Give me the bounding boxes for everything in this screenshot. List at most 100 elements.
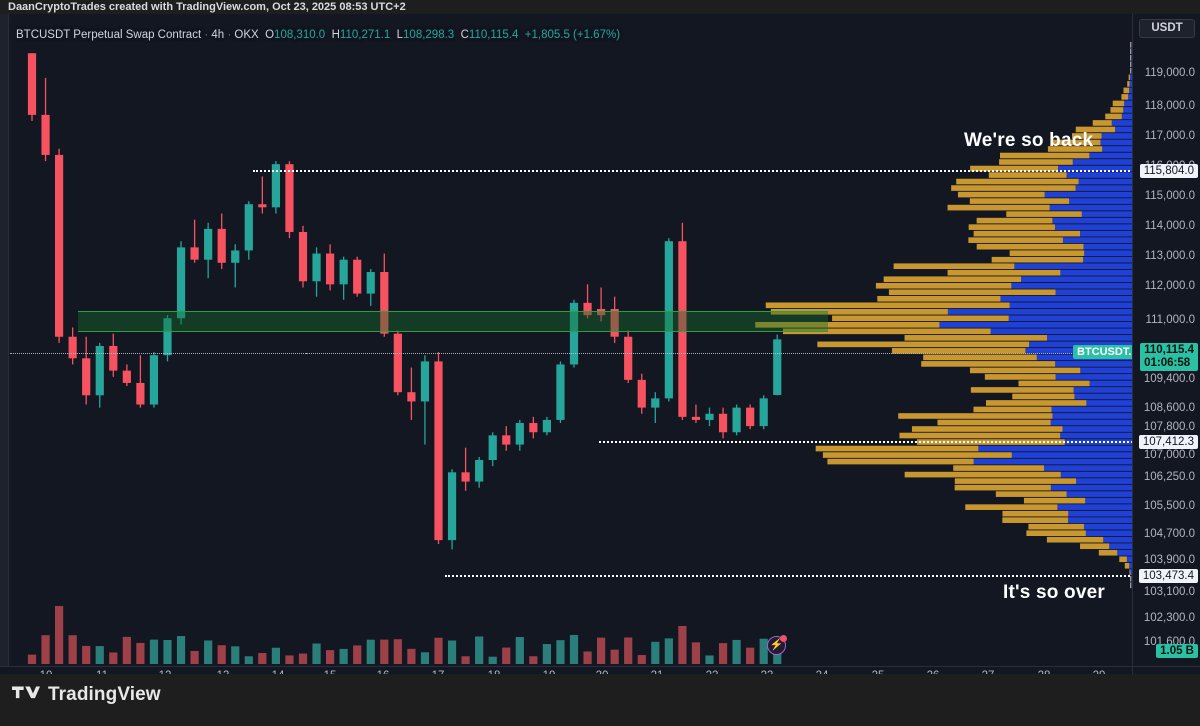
candle-body <box>204 228 213 260</box>
last-price-pill[interactable]: 110,115.4 01:06:58 <box>1140 343 1198 371</box>
legend-high-label: H <box>331 29 340 41</box>
price-tick: 117,000.0 <box>1144 130 1195 142</box>
volume-total-badge[interactable]: 1.05 B <box>1156 644 1198 658</box>
chart-frame: BTCUSDT Perpetual Swap Contract · 4h · O… <box>0 14 1200 689</box>
candle-body <box>244 204 253 251</box>
volume-bar <box>244 656 253 664</box>
candle-body <box>258 204 267 208</box>
profile-row-gold <box>1112 100 1125 107</box>
profile-row-gold <box>999 152 1090 159</box>
profile-row-gold <box>1124 562 1130 569</box>
profile-row-blue <box>1009 302 1132 309</box>
profile-row-gold <box>1130 582 1131 589</box>
volume-bar <box>515 637 524 664</box>
legend-low-value: 108,298.3 <box>403 29 455 41</box>
candle-body <box>136 382 145 405</box>
alert-badge-dot <box>780 635 787 642</box>
profile-row-gold <box>947 269 1061 276</box>
volume-bar <box>190 650 199 664</box>
profile-row-blue <box>1062 237 1132 243</box>
price-scale[interactable]: USDT 119,000.0118,000.0117,000.0116,000.… <box>1132 14 1200 674</box>
profile-row-gold <box>765 302 1010 309</box>
legend-open-label: O <box>265 29 275 41</box>
profile-row-blue <box>1128 94 1132 100</box>
profile-row-blue <box>1109 543 1132 550</box>
price-level-pill[interactable]: 103,473.4 <box>1138 569 1198 583</box>
profile-row-blue <box>1089 380 1132 387</box>
candle-body <box>637 379 646 408</box>
bullish-note[interactable]: We're so back <box>964 130 1094 151</box>
legend-interval[interactable]: 4h <box>211 29 225 41</box>
profile-row-gold <box>1129 569 1131 576</box>
volume-bar <box>651 641 660 664</box>
price-pane[interactable]: BTCUSDT Perpetual Swap Contract · 4h · O… <box>10 14 1132 674</box>
profile-row-blue <box>1103 536 1132 543</box>
bearish-note[interactable]: It's so over <box>1003 582 1105 603</box>
candle-body <box>122 370 131 383</box>
symbol-price-flag[interactable]: BTCUSDT.P <box>1073 345 1132 359</box>
volume-pane[interactable] <box>10 599 1132 666</box>
tradingview-wordmark: TradingView <box>48 684 161 705</box>
volume-histogram <box>27 606 782 664</box>
legend-close-value: 110,115.4 <box>468 29 519 41</box>
candle-body <box>55 154 64 337</box>
profile-row-blue <box>1075 185 1132 191</box>
profile-row-blue <box>973 458 1132 465</box>
profile-row-blue <box>1068 517 1132 523</box>
candle-body <box>691 416 701 420</box>
volume-bar <box>407 648 416 664</box>
profile-row-gold <box>988 172 1067 178</box>
candle-body <box>366 272 375 294</box>
profile-row-gold <box>1002 510 1069 517</box>
price-tick: 107,000.0 <box>1143 449 1195 461</box>
profile-row-blue <box>1130 74 1132 81</box>
candle-body <box>434 361 443 541</box>
profile-row-blue <box>1101 133 1132 139</box>
profile-row-blue <box>1123 107 1132 113</box>
candle-body <box>407 392 416 402</box>
profile-row-gold <box>1130 55 1131 61</box>
midrange-level-line-left[interactable] <box>10 353 306 354</box>
volume-bar <box>217 645 226 664</box>
profile-row-gold <box>1071 133 1102 139</box>
candle-body <box>285 164 294 232</box>
volume-bar <box>55 606 64 664</box>
candle-body <box>68 336 77 359</box>
supply-demand-zone[interactable] <box>78 311 828 332</box>
profile-row-blue <box>1050 484 1132 491</box>
profile-row-gold <box>1080 543 1110 550</box>
profile-row-blue <box>1052 217 1132 224</box>
profile-row-blue <box>1072 159 1132 165</box>
volume-bar <box>542 644 551 664</box>
resistance-level-line[interactable] <box>253 170 1132 172</box>
volume-profile <box>755 42 1132 589</box>
profile-row-gold <box>1121 94 1129 100</box>
price-level-pill[interactable]: 107,412.3 <box>1138 435 1198 449</box>
range-low-level-line[interactable] <box>599 441 1132 443</box>
chart-legend[interactable]: BTCUSDT Perpetual Swap Contract · 4h · O… <box>16 29 621 41</box>
candle-body <box>149 355 159 405</box>
profile-row-gold <box>1130 48 1131 55</box>
price-plot[interactable] <box>10 14 1132 599</box>
support-level-line[interactable] <box>445 575 1132 577</box>
volume-bar <box>610 649 619 664</box>
legend-symbol[interactable]: BTCUSDT Perpetual Swap Contract <box>16 29 202 41</box>
volume-bar <box>447 640 457 664</box>
profile-row-gold <box>1130 575 1131 582</box>
tradingview-logo[interactable]: TradingView <box>12 684 161 706</box>
profile-row-gold <box>923 354 1037 361</box>
profile-row-blue <box>1102 146 1132 152</box>
price-level-pill[interactable]: 115,804.0 <box>1139 164 1198 178</box>
profile-row-blue <box>1086 400 1132 406</box>
volume-bar <box>529 656 538 664</box>
candle-body <box>705 413 714 420</box>
profile-row-blue <box>1080 230 1132 237</box>
alert-flash-icon[interactable]: ⚡ <box>767 635 787 655</box>
volume-bar <box>691 642 701 664</box>
profile-row-blue <box>1085 530 1132 537</box>
midrange-level-line-right[interactable] <box>306 353 1088 354</box>
profile-row-blue <box>1014 263 1132 270</box>
currency-badge[interactable]: USDT <box>1139 19 1195 38</box>
profile-row-gold <box>1130 42 1131 48</box>
left-toolbar-rail[interactable] <box>0 14 9 674</box>
